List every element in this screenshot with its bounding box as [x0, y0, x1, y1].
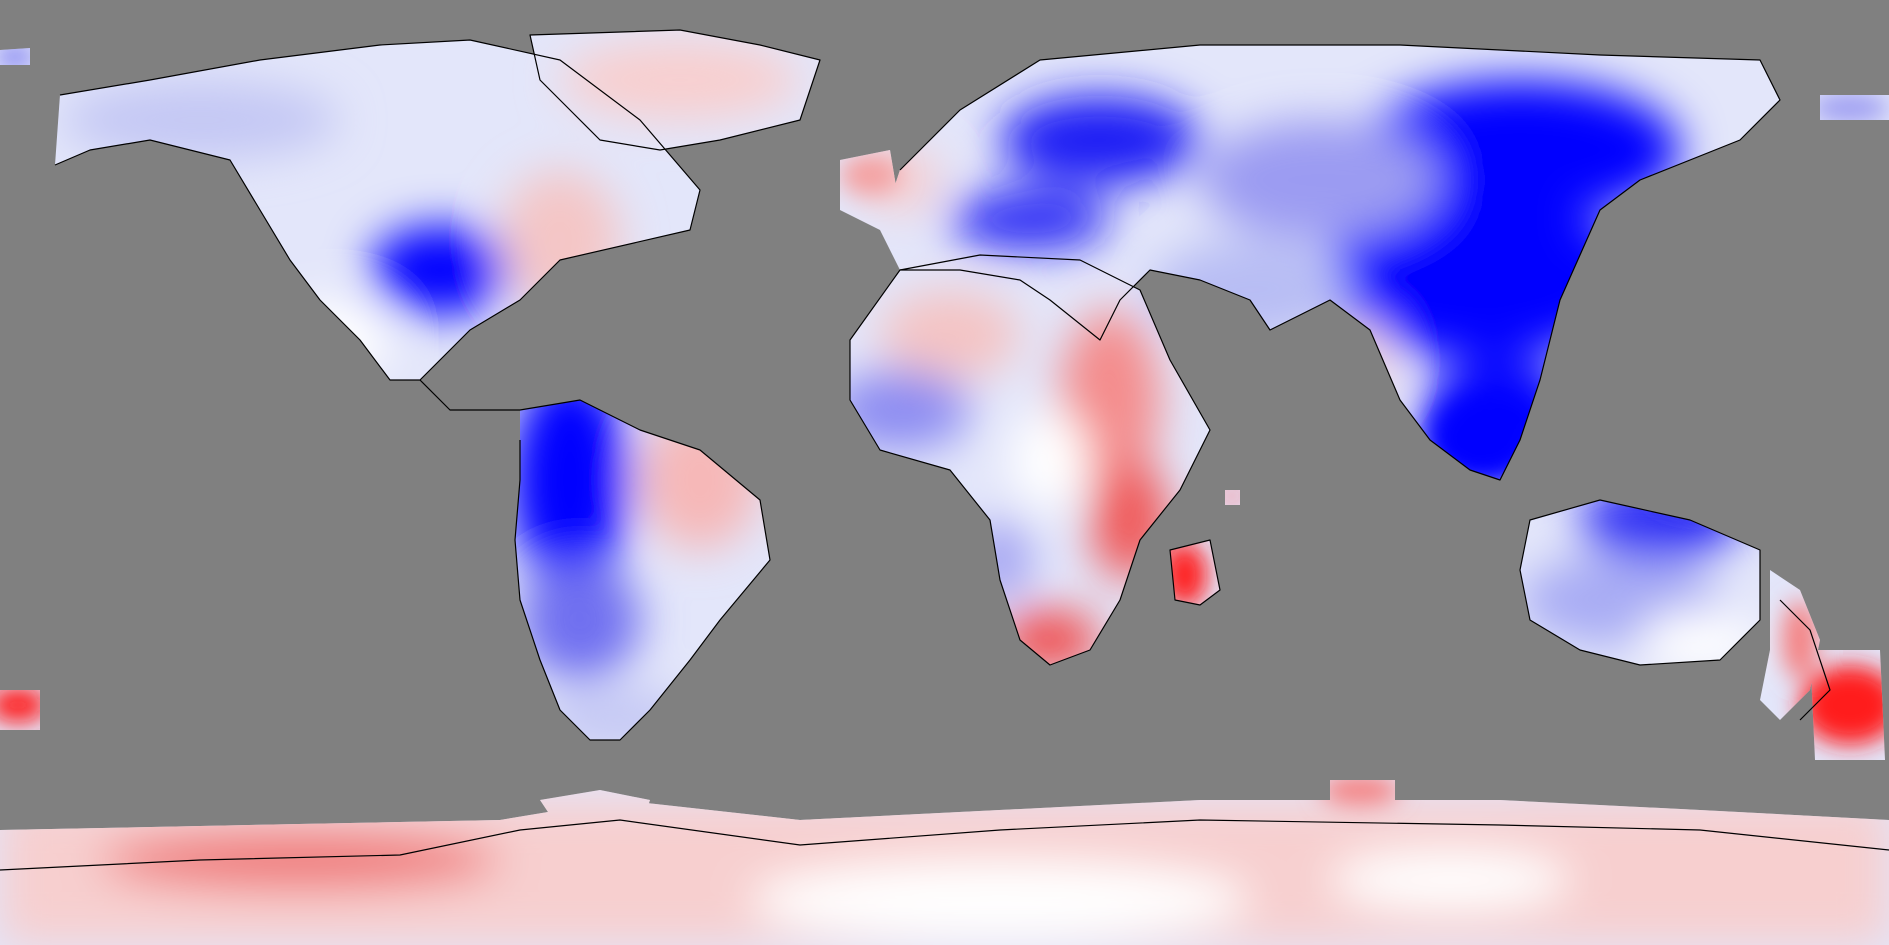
coastlines — [0, 29, 1889, 871]
